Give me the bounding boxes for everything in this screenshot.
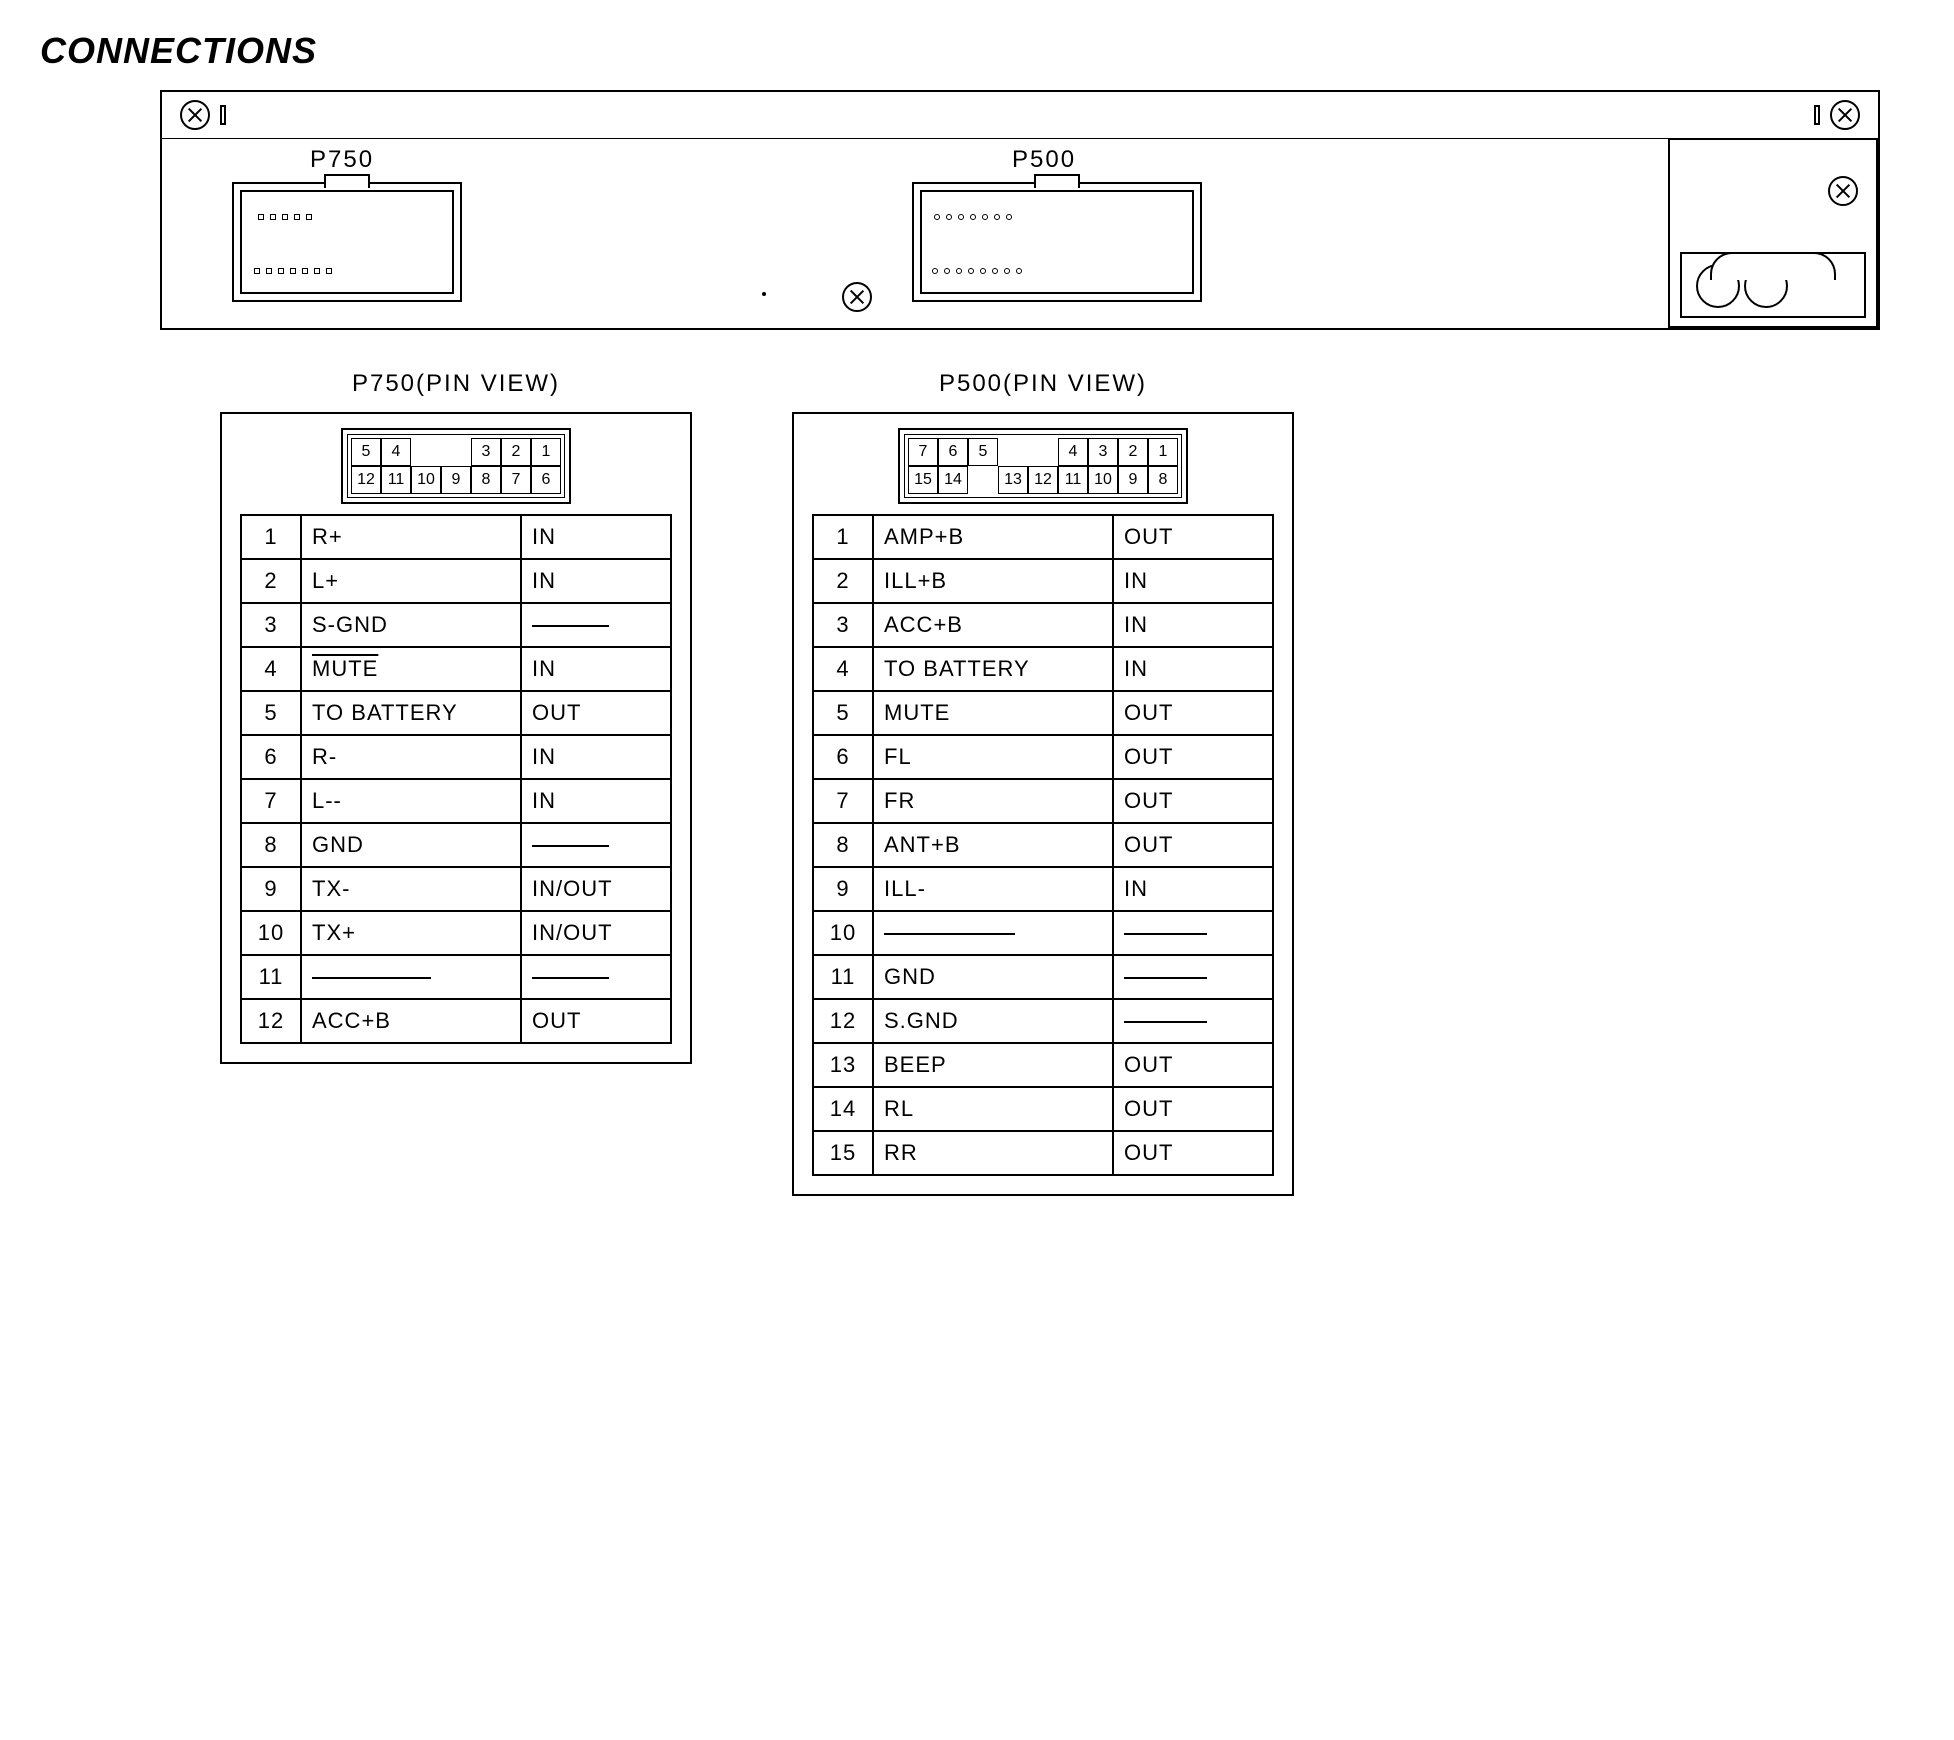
table-row: 8ANT+BOUT bbox=[813, 823, 1273, 867]
connector-p500 bbox=[912, 182, 1202, 302]
page-title: CONNECTIONS bbox=[40, 30, 1914, 72]
screw-icon bbox=[1830, 100, 1860, 130]
connector-label-p750: P750 bbox=[310, 146, 374, 174]
table-row: 4MUTEIN bbox=[241, 647, 671, 691]
table-row: 7L--IN bbox=[241, 779, 671, 823]
tick-mark bbox=[1814, 105, 1820, 125]
table-row: 3S-GND bbox=[241, 603, 671, 647]
table-row: 12ACC+BOUT bbox=[241, 999, 671, 1043]
screw-icon bbox=[1828, 176, 1858, 206]
p750-pinview-diagram: 54321 1211109876 bbox=[341, 428, 571, 504]
p750-pin-table: 1R+IN2L+IN3S-GND4MUTEIN5TO BATTERYOUT6R-… bbox=[240, 514, 672, 1044]
table-row: 12S.GND bbox=[813, 999, 1273, 1043]
table-row: 4TO BATTERYIN bbox=[813, 647, 1273, 691]
dot-mark bbox=[762, 292, 766, 296]
table-row: 5TO BATTERYOUT bbox=[241, 691, 671, 735]
table-row: 7FROUT bbox=[813, 779, 1273, 823]
table-row: 11 bbox=[241, 955, 671, 999]
table-row: 2ILL+BIN bbox=[813, 559, 1273, 603]
p750-pin-block: P750(PIN VIEW) 54321 1211109876 1R+IN2L+… bbox=[220, 370, 692, 1196]
p750-pinview-title: P750(PIN VIEW) bbox=[352, 370, 560, 398]
table-row: 6R-IN bbox=[241, 735, 671, 779]
table-row: 1AMP+BOUT bbox=[813, 515, 1273, 559]
table-row: 13BEEPOUT bbox=[813, 1043, 1273, 1087]
table-row: 9ILL-IN bbox=[813, 867, 1273, 911]
table-row: 8GND bbox=[241, 823, 671, 867]
screw-icon bbox=[180, 100, 210, 130]
table-row: 3ACC+BIN bbox=[813, 603, 1273, 647]
p500-pinview-title: P500(PIN VIEW) bbox=[939, 370, 1147, 398]
connector-p750 bbox=[232, 182, 462, 302]
chassis-diagram: P750 P500 bbox=[160, 90, 1880, 330]
tick-mark bbox=[220, 105, 226, 125]
table-row: 10 bbox=[813, 911, 1273, 955]
table-row: 5MUTEOUT bbox=[813, 691, 1273, 735]
table-row: 2L+IN bbox=[241, 559, 671, 603]
table-row: 15RROUT bbox=[813, 1131, 1273, 1175]
p500-pin-table: 1AMP+BOUT2ILL+BIN3ACC+BIN4TO BATTERYIN5M… bbox=[812, 514, 1274, 1176]
p500-pin-block: P500(PIN VIEW) 7654321 15141312111098 1A… bbox=[792, 370, 1294, 1196]
connector-label-p500: P500 bbox=[1012, 146, 1076, 174]
table-row: 6FLOUT bbox=[813, 735, 1273, 779]
table-row: 9TX-IN/OUT bbox=[241, 867, 671, 911]
table-row: 14RLOUT bbox=[813, 1087, 1273, 1131]
screw-icon bbox=[842, 282, 872, 312]
table-row: 10TX+IN/OUT bbox=[241, 911, 671, 955]
p500-pinview-diagram: 7654321 15141312111098 bbox=[898, 428, 1188, 504]
table-row: 1R+IN bbox=[241, 515, 671, 559]
table-row: 11GND bbox=[813, 955, 1273, 999]
side-module bbox=[1668, 138, 1878, 328]
